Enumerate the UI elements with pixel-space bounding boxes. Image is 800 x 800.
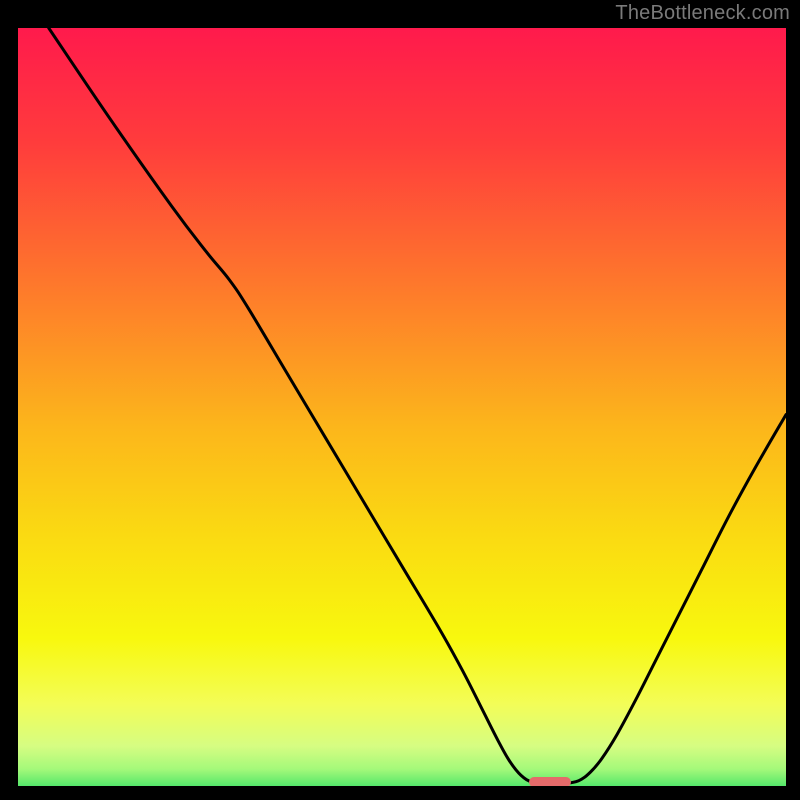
bottleneck-curve: [18, 28, 786, 786]
minimum-marker: [529, 777, 570, 786]
attribution-label: TheBottleneck.com: [615, 2, 790, 25]
plot-area: [18, 28, 786, 786]
chart-frame: TheBottleneck.com: [0, 0, 800, 800]
